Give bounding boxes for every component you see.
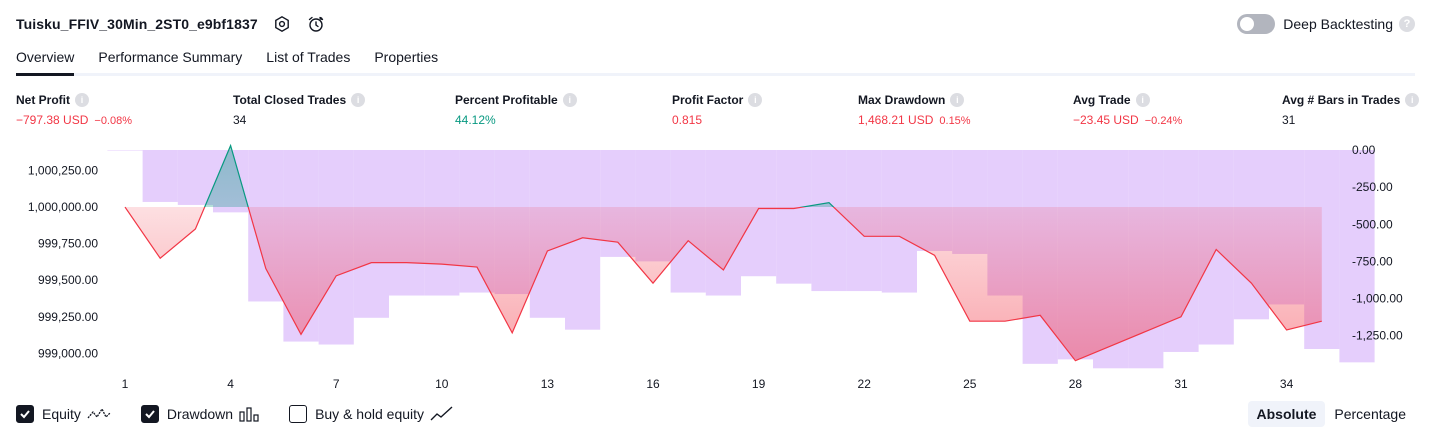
toggle-knob	[1240, 17, 1255, 31]
x-axis-tick: 25	[963, 377, 977, 390]
drawdown-label: Drawdown	[166, 406, 234, 422]
metric-value: 0.815	[672, 113, 703, 127]
left-axis-tick: 999,250.00	[38, 310, 98, 324]
x-axis-tick: 28	[1069, 377, 1083, 390]
strategy-title: Tuisku_FFIV_30Min_2ST0_e9bf1837	[16, 16, 258, 32]
left-axis-tick: 999,000.00	[38, 346, 98, 360]
metric-percent: 0.15%	[939, 115, 971, 127]
settings-icon[interactable]	[272, 14, 292, 34]
drawdown-bars-icon	[239, 406, 259, 422]
x-axis-tick: 1	[122, 377, 129, 390]
buy-hold-checkbox[interactable]: Buy & hold equity	[289, 405, 454, 423]
info-icon[interactable]: i	[1135, 93, 1150, 107]
x-axis-tick: 19	[752, 377, 766, 390]
equity-line-loss	[124, 207, 1322, 362]
left-axis-tick: 1,000,250.00	[28, 163, 98, 177]
x-axis-tick: 10	[435, 377, 449, 390]
equity-loss-area	[125, 207, 1322, 361]
equity-drawdown-chart[interactable]: 1,000,250.00 1,000,000.00 999,750.00 999,50…	[0, 140, 1431, 390]
info-icon[interactable]: i	[748, 93, 763, 107]
metric-max-drawdown: Max Drawdown i 1,468.21 USD 0.15%	[858, 93, 971, 127]
deep-backtesting-label: Deep Backtesting	[1283, 16, 1393, 32]
metrics-row: Net Profit i −797.38 USD −0.08% Total Clos…	[0, 93, 1431, 133]
x-axis-tick: 4	[227, 377, 234, 390]
info-icon[interactable]: i	[75, 93, 89, 107]
metric-avg-bars-in-trades: Avg # Bars in Trades i 31	[1282, 93, 1420, 127]
x-axis-tick: 22	[858, 377, 872, 390]
drawdown-bar	[811, 150, 847, 292]
metric-total-closed-trades: Total Closed Trades i 34	[233, 93, 366, 127]
equity-label: Equity	[42, 406, 81, 422]
absolute-button[interactable]: Absolute	[1247, 401, 1326, 427]
metric-label: Profit Factor	[672, 93, 744, 107]
checkbox-checked-icon	[140, 405, 159, 423]
metric-net-profit: Net Profit i −797.38 USD −0.08%	[16, 93, 132, 127]
metric-avg-trade: Avg Trade i −23.45 USD −0.24%	[1073, 93, 1182, 127]
info-icon[interactable]: i	[351, 93, 366, 107]
metric-value: 31	[1282, 113, 1296, 127]
metric-value: 34	[233, 113, 247, 127]
help-icon[interactable]: ?	[1399, 16, 1415, 32]
drawdown-bar	[107, 150, 143, 151]
metric-label: Percent Profitable	[455, 93, 558, 107]
x-axis-tick: 31	[1174, 377, 1188, 390]
tab-properties[interactable]: Properties	[374, 49, 439, 65]
right-axis-tick: -1,000.00	[1352, 292, 1403, 306]
metric-label: Avg Trade	[1073, 93, 1131, 107]
x-axis-tick: 13	[541, 377, 555, 390]
right-axis-tick: -250.00	[1352, 180, 1393, 194]
tab-overview[interactable]: Overview	[16, 44, 75, 76]
display-mode-toggle: Absolute Percentage	[1247, 401, 1416, 427]
alarm-clock-icon[interactable]	[306, 14, 326, 34]
deep-backtesting-toggle[interactable]	[1237, 14, 1276, 34]
metric-label: Total Closed Trades	[233, 93, 347, 107]
equity-gain-area	[125, 145, 1322, 208]
tab-performance-summary[interactable]: Performance Summary	[98, 49, 243, 65]
checkbox-checked-icon	[16, 405, 34, 423]
metric-value: −23.45 USD	[1073, 113, 1139, 127]
drawdown-bar	[177, 150, 213, 205]
x-axis-tick: 34	[1280, 377, 1294, 390]
metric-value: −797.38 USD	[16, 113, 89, 127]
info-icon[interactable]: i	[562, 93, 577, 107]
metric-percent-profitable: Percent Profitable i 44.12%	[455, 93, 577, 127]
buy-hold-line-icon	[430, 406, 454, 422]
right-axis-tick: -500.00	[1352, 217, 1393, 231]
tab-list-of-trades[interactable]: List of Trades	[266, 49, 351, 65]
percentage-button[interactable]: Percentage	[1334, 406, 1406, 422]
drawdown-bar	[142, 150, 178, 202]
metric-value: 1,468.21 USD	[858, 113, 934, 127]
equity-line-icon	[87, 406, 111, 422]
metric-percent: −0.08%	[94, 115, 133, 127]
equity-checkbox[interactable]: Equity	[16, 405, 111, 423]
chart-legend: Equity Drawdown Buy & hold equity	[16, 402, 484, 426]
metric-label: Avg # Bars in Trades	[1282, 93, 1401, 107]
right-axis-tick: -750.00	[1352, 254, 1393, 268]
left-axis-tick: 999,500.00	[38, 273, 98, 287]
left-axis-tick: 999,750.00	[38, 237, 98, 251]
checkbox-unchecked-icon	[289, 405, 308, 423]
metric-label: Net Profit	[16, 93, 70, 107]
drawdown-bar	[1339, 150, 1375, 363]
right-axis-tick: 0.00	[1352, 143, 1376, 157]
info-icon[interactable]: i	[950, 93, 965, 107]
right-axis-tick: -1,250.00	[1352, 329, 1403, 343]
header: Tuisku_FFIV_30Min_2ST0_e9bf1837	[16, 12, 326, 36]
metric-label: Max Drawdown	[858, 93, 946, 107]
left-axis-tick: 1,000,000.00	[28, 200, 98, 214]
deep-backtesting: Deep Backtesting ?	[1237, 12, 1415, 36]
buy-hold-label: Buy & hold equity	[315, 406, 425, 422]
x-axis-tick: 16	[646, 377, 660, 390]
drawdown-bar	[776, 150, 812, 284]
metric-profit-factor: Profit Factor i 0.815	[672, 93, 763, 127]
drawdown-checkbox[interactable]: Drawdown	[140, 405, 259, 423]
info-icon[interactable]: i	[1405, 93, 1420, 107]
x-axis-tick: 7	[333, 377, 340, 390]
metric-percent: −0.24%	[1144, 115, 1183, 127]
tab-bar: Overview Performance Summary List of Tra…	[16, 44, 1415, 76]
metric-value: 44.12%	[455, 113, 496, 127]
